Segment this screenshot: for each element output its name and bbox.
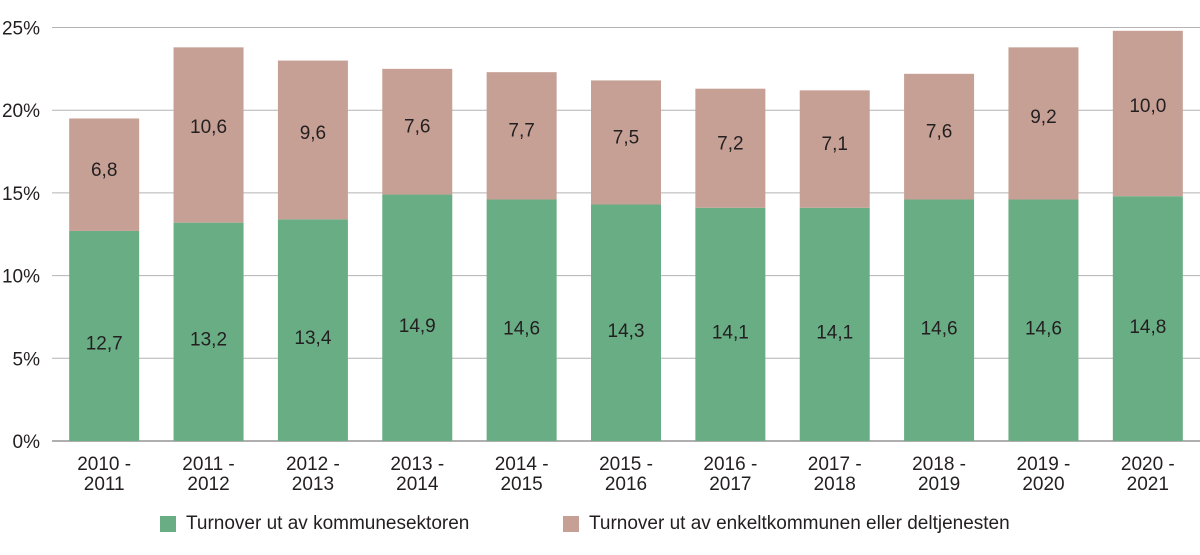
data-label: 10,0 [1129, 96, 1166, 117]
data-label: 14,1 [816, 322, 853, 343]
x-tick-label: 2017 [709, 474, 751, 495]
x-tick-label: 2012 - [286, 454, 340, 475]
bar-segment [486, 199, 557, 441]
data-label: 7,5 [613, 127, 639, 148]
bar-segment [1112, 196, 1183, 441]
x-tick-label: 2011 [84, 474, 125, 495]
x-tick-label: 2019 - [1017, 454, 1071, 475]
legend-swatch-series-2 [563, 516, 579, 532]
x-tick-label: 2021 [1127, 474, 1169, 495]
x-tick-label: 2015 - [599, 454, 653, 475]
x-tick-label: 2019 [918, 474, 960, 495]
data-label: 9,6 [300, 123, 326, 144]
bar-segment [1008, 47, 1079, 200]
data-label: 14,6 [503, 319, 540, 340]
y-tick-label: 0% [13, 432, 41, 453]
legend-item-series-2: Turnover ut av enkeltkommunen eller delt… [563, 513, 1010, 535]
x-tick-label: 2018 - [912, 454, 966, 475]
data-label: 12,7 [86, 333, 123, 354]
y-axis-ticks: 0% 5% 10% 15% 20% 25% [2, 19, 40, 454]
data-label: 7,1 [822, 134, 848, 155]
legend: Turnover ut av kommunesektoren Turnover … [0, 513, 1200, 543]
stacked-bar-chart: 0%5%10%15%20%25% 12,76,813,210,613,49,61… [2, 19, 1200, 495]
y-tick-label: 25% [2, 19, 40, 40]
data-label: 7,6 [404, 116, 430, 137]
bar-segment [904, 73, 975, 200]
x-tick-label: 2015 [500, 474, 542, 495]
y-tick-label: 20% [2, 101, 40, 122]
x-tick-label: 2012 [187, 474, 229, 495]
data-label: 7,6 [926, 121, 952, 142]
data-label: 13,2 [190, 329, 227, 350]
x-tick-label: 2013 - [390, 454, 444, 475]
data-label: 14,9 [399, 316, 436, 337]
data-label: 13,4 [294, 328, 331, 349]
x-tick-label: 2017 - [808, 454, 862, 475]
legend-label-series-1: Turnover ut av kommunesektoren [186, 513, 470, 534]
bar-segment [69, 230, 140, 441]
bar-segment [799, 90, 870, 208]
bar-segment [695, 207, 766, 441]
data-label: 14,6 [1025, 319, 1062, 340]
x-tick-label: 2014 [396, 474, 439, 495]
bar-segment [277, 219, 348, 441]
x-tick-label: 2010 - [77, 454, 131, 475]
bar-segment [277, 60, 348, 220]
y-tick-label: 15% [2, 184, 40, 205]
bar-segment [382, 68, 453, 195]
data-label: 7,7 [508, 120, 534, 141]
y-tick-label: 10% [2, 267, 40, 288]
bar-segment [799, 207, 870, 441]
y-tick-label: 5% [13, 349, 41, 370]
data-label: 14,6 [921, 319, 958, 340]
x-tick-label: 2020 [1022, 474, 1064, 495]
legend-swatch-series-1 [160, 516, 176, 532]
x-tick-label: 2014 - [495, 454, 549, 475]
x-tick-label: 2018 [814, 474, 856, 495]
x-tick-label: 2011 - [182, 454, 234, 475]
x-tick-label: 2016 - [703, 454, 757, 475]
bar-segment [173, 222, 244, 441]
bar-segment [173, 47, 244, 223]
data-label: 10,6 [190, 117, 227, 138]
bar-segment [591, 204, 661, 441]
bar-segment [1008, 199, 1079, 441]
bar-segment [904, 199, 975, 441]
x-tick-label: 2016 [605, 474, 647, 495]
legend-label-series-2: Turnover ut av enkeltkommunen eller delt… [589, 513, 1010, 534]
data-label: 14,3 [608, 321, 645, 342]
data-label: 7,2 [717, 133, 743, 154]
bar-segment [1112, 30, 1183, 197]
data-label: 14,8 [1129, 317, 1166, 338]
legend-item-series-1: Turnover ut av kommunesektoren [160, 513, 469, 535]
bar-segment [695, 88, 766, 208]
x-tick-label: 2013 [292, 474, 334, 495]
bar-segment [69, 118, 140, 231]
data-label: 6,8 [91, 160, 117, 181]
bar-segment [591, 80, 661, 205]
x-tick-label: 2020 - [1121, 454, 1175, 475]
data-label: 14,1 [712, 322, 749, 343]
bars: 12,7 6,8 13,2 10,6 13,4 9,6 14,9 7,6 14,6 7,7 14,3… [69, 30, 1183, 441]
bar-segment [382, 194, 453, 441]
data-label: 9,2 [1030, 107, 1056, 128]
bar-segment [486, 72, 557, 200]
